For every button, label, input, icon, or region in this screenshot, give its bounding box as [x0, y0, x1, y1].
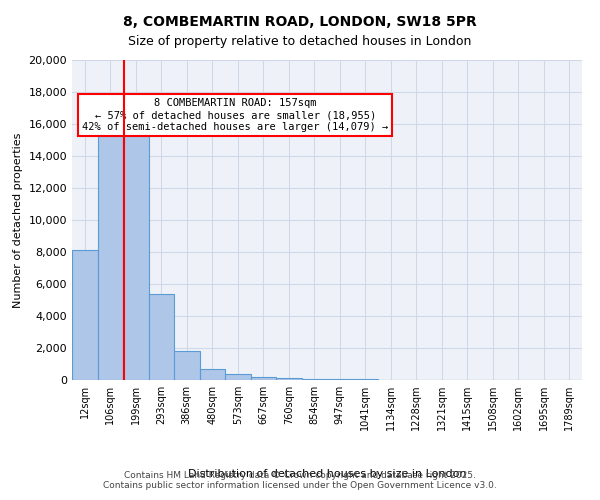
Bar [199, 369, 225, 380]
Bar [123, 113, 149, 380]
Bar [174, 351, 199, 380]
Text: 8 COMBEMARTIN ROAD: 157sqm
← 57% of detached houses are smaller (18,955)
42% of : 8 COMBEMARTIN ROAD: 157sqm ← 57% of deta… [82, 98, 388, 132]
Bar [251, 377, 276, 380]
X-axis label: Distribution of detached houses by size in London: Distribution of detached houses by size … [188, 469, 466, 479]
Bar [276, 378, 302, 380]
Y-axis label: Number of detached properties: Number of detached properties [13, 132, 23, 308]
Bar [97, 113, 123, 380]
Text: 8, COMBEMARTIN ROAD, LONDON, SW18 5PR: 8, COMBEMARTIN ROAD, LONDON, SW18 5PR [123, 15, 477, 29]
Bar [72, 250, 97, 380]
Text: Contains HM Land Registry data © Crown copyright and database right 2025.
Contai: Contains HM Land Registry data © Crown c… [103, 470, 497, 490]
Bar [327, 379, 353, 380]
Bar [225, 374, 251, 380]
Bar [302, 378, 327, 380]
Text: Size of property relative to detached houses in London: Size of property relative to detached ho… [128, 35, 472, 48]
Bar [149, 294, 174, 380]
